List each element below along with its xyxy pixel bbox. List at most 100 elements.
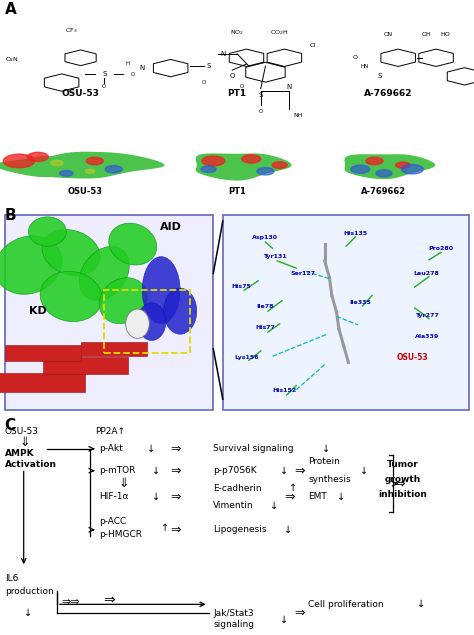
Text: Asp130: Asp130 <box>253 236 278 240</box>
Text: PP2A↑: PP2A↑ <box>95 427 125 436</box>
Ellipse shape <box>126 309 149 338</box>
Text: ↓: ↓ <box>152 492 160 502</box>
Ellipse shape <box>79 246 129 300</box>
Text: O$_2$N: O$_2$N <box>5 55 19 64</box>
Text: Tyr131: Tyr131 <box>263 254 287 259</box>
Text: N: N <box>139 65 145 71</box>
Text: O: O <box>102 84 106 89</box>
Text: AMPK: AMPK <box>5 449 34 458</box>
Text: Leu278: Leu278 <box>414 271 439 276</box>
Circle shape <box>351 165 370 173</box>
Text: B: B <box>5 208 17 224</box>
Text: synthesis: synthesis <box>308 475 351 484</box>
Text: NO$_2$: NO$_2$ <box>230 28 244 37</box>
Text: ↓: ↓ <box>280 465 288 476</box>
Text: His135: His135 <box>343 231 368 236</box>
Ellipse shape <box>28 217 66 246</box>
Text: ↓: ↓ <box>270 501 278 511</box>
Text: ↓: ↓ <box>152 465 160 476</box>
Text: ↓: ↓ <box>147 444 155 454</box>
Text: C: C <box>5 418 16 433</box>
Text: OH: OH <box>422 32 431 37</box>
Text: H: H <box>126 62 130 67</box>
Bar <box>0 373 85 392</box>
Text: Lipogenesis: Lipogenesis <box>213 525 267 534</box>
Text: HO: HO <box>441 32 450 37</box>
Text: Protein: Protein <box>308 457 340 467</box>
Text: AID: AID <box>160 222 182 232</box>
Polygon shape <box>0 152 164 178</box>
Text: signaling: signaling <box>213 620 254 629</box>
Text: ↓: ↓ <box>24 608 32 618</box>
Bar <box>223 215 469 410</box>
Text: ⇒: ⇒ <box>284 490 295 504</box>
Text: p-p70S6K: p-p70S6K <box>213 466 257 475</box>
Circle shape <box>376 170 392 177</box>
Polygon shape <box>345 154 435 179</box>
Text: HN: HN <box>361 64 369 69</box>
Text: O: O <box>202 80 206 85</box>
Text: ↓: ↓ <box>284 525 292 535</box>
Text: ⇒: ⇒ <box>103 593 115 607</box>
Text: ⇒: ⇒ <box>171 490 181 504</box>
Text: ⇒: ⇒ <box>294 606 304 620</box>
Text: KD: KD <box>29 306 47 316</box>
Ellipse shape <box>0 236 62 294</box>
Text: Vimentin: Vimentin <box>213 501 254 511</box>
Text: PT1: PT1 <box>228 187 246 196</box>
Circle shape <box>257 168 274 175</box>
Text: OSU-53: OSU-53 <box>5 427 39 436</box>
Text: O: O <box>240 84 244 89</box>
Text: ↓: ↓ <box>360 465 368 476</box>
Circle shape <box>3 154 35 168</box>
Text: S: S <box>258 92 263 98</box>
Text: S: S <box>377 74 382 79</box>
Text: ↓: ↓ <box>337 492 345 502</box>
Text: inhibition: inhibition <box>378 490 428 499</box>
Polygon shape <box>196 154 292 180</box>
Text: ↓: ↓ <box>417 599 425 610</box>
Text: p-HMGCR: p-HMGCR <box>100 530 143 538</box>
Text: Tumor: Tumor <box>387 460 419 469</box>
Text: A-769662: A-769662 <box>365 89 413 98</box>
Bar <box>5 215 213 410</box>
Bar <box>81 342 147 356</box>
Text: O: O <box>259 109 263 114</box>
Bar <box>43 358 128 374</box>
Text: N: N <box>220 51 226 57</box>
Ellipse shape <box>109 223 157 265</box>
Text: Cell proliferation: Cell proliferation <box>308 600 384 609</box>
Text: His152: His152 <box>272 388 297 393</box>
Circle shape <box>202 156 225 166</box>
Text: ↓: ↓ <box>322 444 330 454</box>
Circle shape <box>272 162 287 168</box>
Text: Survival signaling: Survival signaling <box>213 444 294 453</box>
Ellipse shape <box>137 303 166 340</box>
Text: PT1: PT1 <box>228 89 246 98</box>
Text: Ala339: Ala339 <box>414 334 439 339</box>
Text: S: S <box>206 63 211 69</box>
Circle shape <box>86 157 103 164</box>
Text: His75: His75 <box>232 283 252 288</box>
Text: p-mTOR: p-mTOR <box>100 466 136 475</box>
Ellipse shape <box>42 230 100 276</box>
Text: ⇒: ⇒ <box>171 464 181 477</box>
Text: ⇒: ⇒ <box>171 443 181 455</box>
Circle shape <box>85 169 95 173</box>
Text: NH: NH <box>294 113 303 118</box>
Text: OSU-53: OSU-53 <box>68 187 103 196</box>
Text: HIF-1α: HIF-1α <box>100 493 129 502</box>
Text: OSU-53: OSU-53 <box>397 353 428 362</box>
Circle shape <box>27 152 48 161</box>
Text: ⇒: ⇒ <box>171 523 181 537</box>
Ellipse shape <box>142 257 180 324</box>
Text: p-ACC: p-ACC <box>100 517 127 526</box>
Text: N: N <box>286 84 292 90</box>
Text: S: S <box>102 71 107 77</box>
Text: O: O <box>131 72 135 77</box>
Text: ↑: ↑ <box>161 523 169 533</box>
Text: ⇒⇒: ⇒⇒ <box>62 597 81 607</box>
Text: EMT: EMT <box>308 493 327 502</box>
Text: Ser127: Ser127 <box>291 271 316 276</box>
Text: OSU-53: OSU-53 <box>62 89 100 98</box>
